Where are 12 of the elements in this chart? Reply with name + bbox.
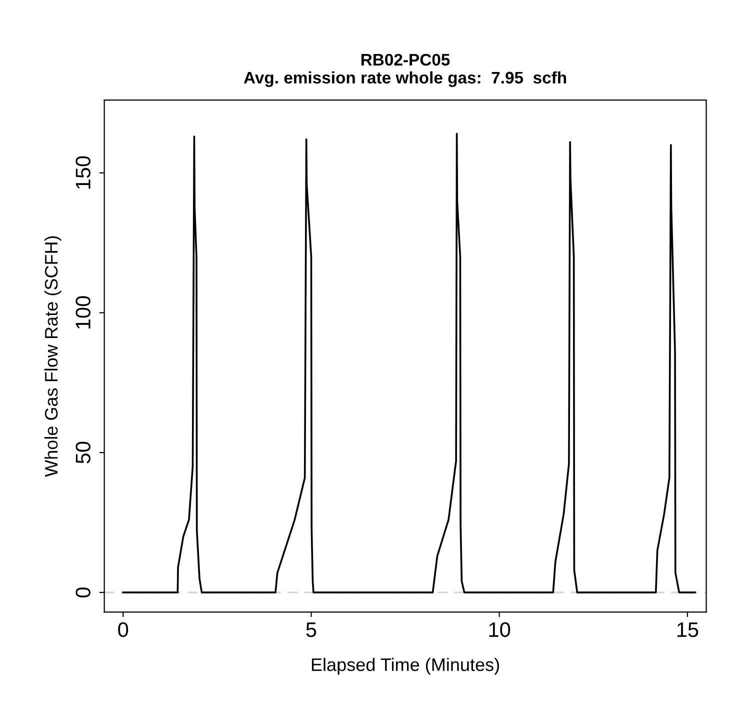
line-series — [122, 132, 696, 594]
y-tick-label: 0 — [76, 587, 90, 598]
y-tick-label: 150 — [76, 156, 90, 189]
x-tick-label: 15 — [677, 622, 698, 638]
x-tick-label: 5 — [306, 622, 316, 638]
x-tick-label: 10 — [489, 622, 510, 638]
x-tick-label: 0 — [118, 622, 128, 638]
x-axis-title: Elapsed Time (Minutes) — [312, 658, 499, 675]
chart-title: RB02-PC05 Avg. emission rate whole gas: 7.95 scfh — [244, 54, 566, 87]
y-axis-title: Whole Gas Flow Rate (SCFH) — [44, 236, 62, 477]
y-tick-label: 50 — [76, 442, 90, 464]
y-tick-label: 100 — [76, 296, 90, 328]
